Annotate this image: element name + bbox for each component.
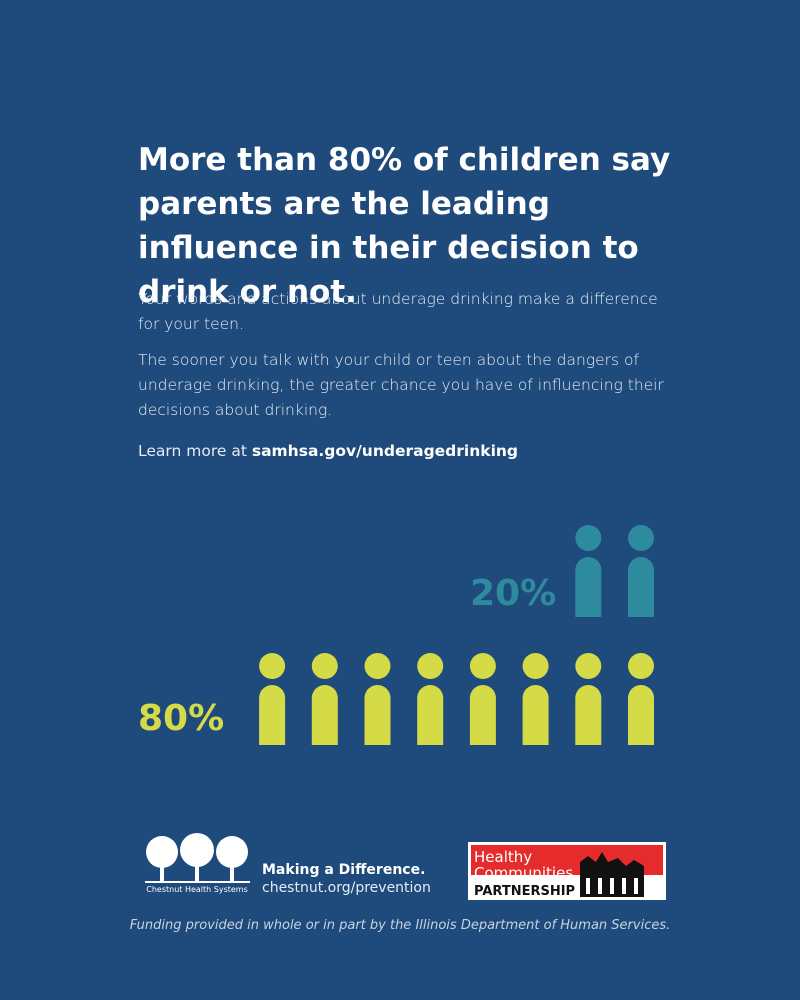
figure-head <box>311 653 338 679</box>
link[interactable]: samhsa.gov/underagedrinking <box>251 442 519 460</box>
figure-body <box>311 685 338 745</box>
figure-head <box>417 653 444 679</box>
funding-note: Funding provided in whole or in part by … <box>129 918 671 933</box>
paragraph: Your words and actions about underage dr… <box>138 290 658 333</box>
chestnut-logo: Chestnut Health Systems Making a Differe… <box>145 833 431 896</box>
figure-body <box>259 685 286 745</box>
percent-label: 80% <box>138 698 224 739</box>
partner-line3: PARTNERSHIP <box>474 884 575 899</box>
partner-logo: Healthy Communities PARTNERSHIP <box>468 842 666 900</box>
figure-head <box>522 653 549 679</box>
figure-head <box>628 653 654 679</box>
figure-body <box>469 685 496 745</box>
figure-body <box>522 685 549 745</box>
figure-head <box>364 653 391 679</box>
figure-body <box>417 685 444 745</box>
partner-line1: Healthy <box>474 848 532 866</box>
pictogram: 80% 20% <box>138 525 654 745</box>
url: chestnut.org/prevention <box>262 880 431 896</box>
figure-body <box>628 557 654 617</box>
figure-head <box>628 525 654 551</box>
tagline: Making a Difference. <box>262 862 425 878</box>
learn-more: Learn more at samhsa.gov/underagedrinkin… <box>138 442 518 460</box>
paragraph: The sooner you talk with your child or t… <box>138 351 664 419</box>
partner-line2: Communities <box>474 864 573 882</box>
figure-body <box>575 557 602 617</box>
percent-label: 20% <box>470 573 556 614</box>
figure-body <box>364 685 391 745</box>
figure-head <box>575 525 602 551</box>
figure-head <box>575 653 602 679</box>
title: More than 80% of children say parents ar… <box>138 142 671 310</box>
figure-body <box>628 685 654 745</box>
figure-body <box>575 685 602 745</box>
figure-head <box>259 653 286 679</box>
skyline <box>580 852 644 897</box>
trees <box>145 833 250 883</box>
logo-text: Chestnut Health Systems <box>146 885 248 894</box>
figure-head <box>469 653 496 679</box>
learn-text: Learn more at <box>138 442 247 460</box>
